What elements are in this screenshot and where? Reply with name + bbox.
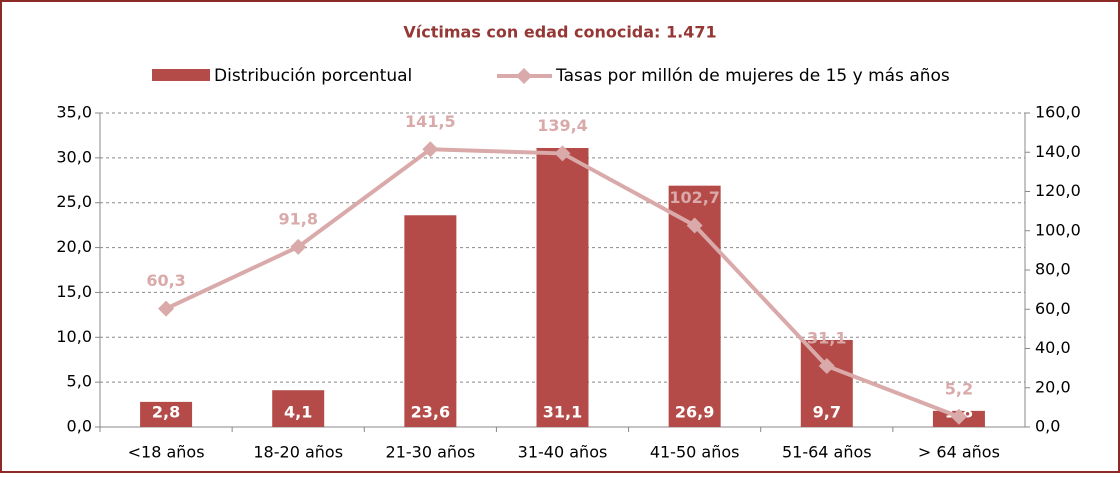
- x-tick-label: 41-50 años: [650, 443, 740, 462]
- bar: [272, 390, 325, 427]
- bar: [140, 401, 193, 427]
- bar: [800, 339, 853, 427]
- x-tick-label: 51-64 años: [782, 443, 872, 462]
- line-label: 141,5: [405, 112, 456, 131]
- line-marker: [290, 238, 307, 255]
- bar-label: 2,8: [152, 403, 180, 422]
- y2-tick-label: 140,0: [1035, 142, 1081, 161]
- y2-tick-label: 40,0: [1035, 338, 1071, 357]
- y2-tick-label: 120,0: [1035, 181, 1081, 200]
- line-marker: [818, 357, 835, 374]
- legend-label: Tasas por millón de mujeres de 15 y más …: [555, 66, 950, 86]
- bar: [404, 215, 457, 427]
- x-tick-label: 31-40 años: [518, 443, 608, 462]
- legend-swatch: [152, 69, 210, 81]
- bar-label: 26,9: [675, 403, 714, 422]
- line-marker: [422, 141, 439, 158]
- line-label: 5,2: [945, 379, 973, 398]
- y-tick-label: 0,0: [67, 417, 92, 436]
- line-marker: [158, 300, 175, 317]
- line-label: 102,7: [669, 188, 720, 207]
- y2-tick-label: 20,0: [1035, 377, 1071, 396]
- y-tick-label: 35,0: [56, 103, 92, 122]
- chart-title: Víctimas con edad conocida: 1.471: [403, 23, 716, 42]
- x-tick-label: <18 años: [128, 443, 205, 462]
- legend-label: Distribución porcentual: [214, 66, 412, 86]
- y-tick-label: 5,0: [67, 372, 92, 391]
- line-marker: [950, 408, 967, 425]
- y2-tick-label: 0,0: [1035, 417, 1060, 436]
- y2-tick-label: 160,0: [1035, 103, 1081, 122]
- x-tick-label: > 64 años: [918, 443, 1000, 462]
- y2-tick-label: 100,0: [1035, 220, 1081, 239]
- bar-label: 23,6: [411, 403, 450, 422]
- line-label: 139,4: [537, 116, 588, 135]
- y-tick-label: 20,0: [56, 237, 92, 256]
- y-tick-label: 15,0: [56, 282, 92, 301]
- line-marker: [554, 145, 571, 162]
- y-tick-label: 10,0: [56, 327, 92, 346]
- bar-label: 9,7: [813, 403, 841, 422]
- legend-marker: [516, 68, 532, 84]
- line-label: 91,8: [278, 209, 317, 228]
- x-tick-label: 21-30 años: [386, 443, 476, 462]
- bar-label: 31,1: [543, 403, 582, 422]
- line-marker: [686, 217, 703, 234]
- bar-label: 4,1: [284, 403, 312, 422]
- y-tick-label: 30,0: [56, 147, 92, 166]
- y2-tick-label: 60,0: [1035, 299, 1071, 318]
- line-label: 31,1: [807, 328, 846, 347]
- x-tick-label: 18-20 años: [253, 443, 343, 462]
- bar: [536, 147, 589, 427]
- y-tick-label: 25,0: [56, 192, 92, 211]
- line-label: 60,3: [146, 271, 185, 290]
- y2-tick-label: 80,0: [1035, 260, 1071, 279]
